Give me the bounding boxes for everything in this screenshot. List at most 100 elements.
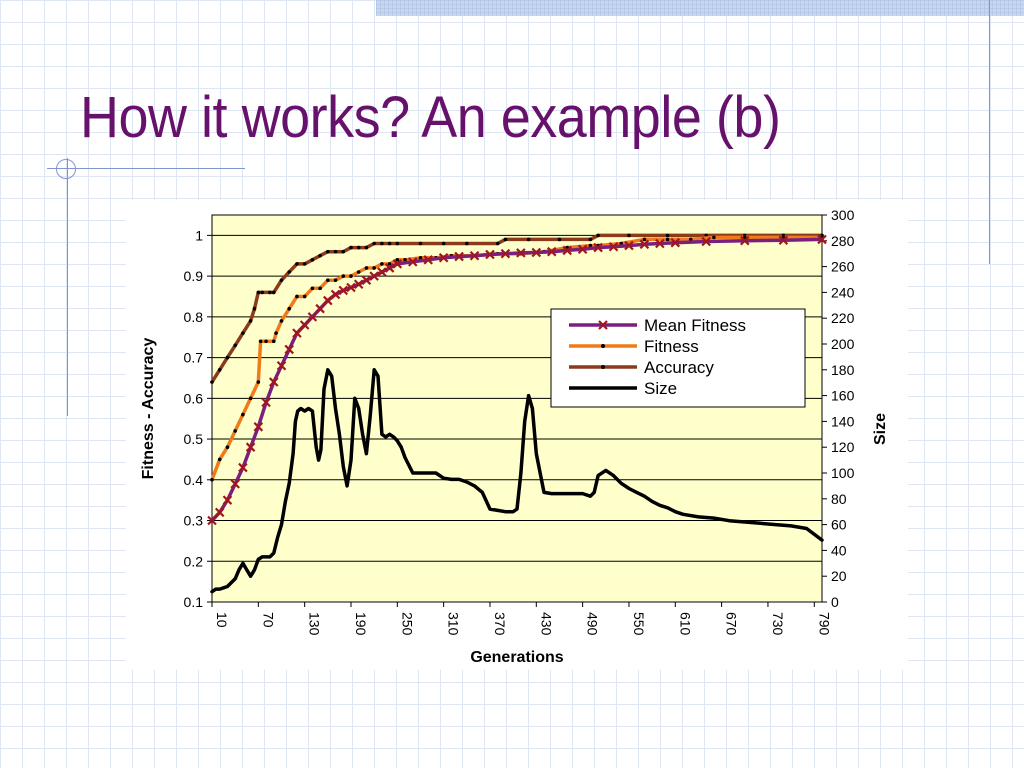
- data-point: [516, 248, 526, 258]
- legend-entry: Fitness: [569, 337, 699, 356]
- data-point: [593, 242, 603, 253]
- data-point: [403, 258, 407, 262]
- left-tick-label: 0.9: [184, 268, 204, 284]
- data-point: [238, 462, 248, 473]
- right-tick-label: 180: [831, 362, 855, 378]
- data-point: [454, 251, 464, 262]
- data-point: [214, 507, 225, 518]
- right-tick-label: 0: [831, 594, 839, 610]
- left-tick-label: 0.3: [184, 513, 204, 529]
- data-point: [333, 249, 338, 254]
- data-point: [241, 331, 245, 335]
- legend: Mean Fitness Fitness Accuracy Size: [550, 308, 806, 408]
- legend-entry: Accuracy: [569, 358, 714, 377]
- data-point: [349, 274, 353, 278]
- left-tick-label: 1: [195, 227, 203, 243]
- x-axis-title: Generations: [470, 649, 563, 666]
- data-point: [627, 233, 631, 238]
- data-point: [330, 289, 341, 300]
- data-point: [279, 278, 284, 282]
- data-point: [338, 285, 349, 296]
- chart: 0.10.20.30.40.50.60.70.80.91020406080100…: [140, 207, 889, 666]
- data-point: [372, 266, 376, 270]
- legend-label: Accuracy: [644, 358, 714, 377]
- data-point: [295, 294, 299, 299]
- right-tick-label: 60: [831, 517, 847, 533]
- data-point: [217, 457, 222, 462]
- legend-marker: [601, 344, 605, 348]
- data-point: [395, 241, 400, 246]
- legend-label: Fitness: [644, 337, 699, 356]
- data-point: [596, 233, 600, 238]
- x-tick-label: 550: [631, 612, 647, 636]
- data-point: [670, 237, 681, 248]
- data-point: [287, 270, 292, 274]
- data-point: [642, 237, 647, 242]
- right-tick-label: 240: [831, 284, 855, 300]
- right-tick-label: 260: [831, 259, 855, 275]
- data-point: [778, 235, 789, 246]
- data-point: [341, 274, 346, 278]
- data-point: [392, 259, 403, 269]
- data-point: [230, 479, 240, 489]
- data-point: [740, 235, 750, 246]
- x-tick-label: 310: [446, 612, 462, 636]
- x-tick-label: 370: [492, 612, 508, 636]
- data-point: [295, 262, 299, 266]
- x-tick-label: 790: [816, 612, 832, 636]
- data-point: [253, 422, 264, 432]
- right-tick-label: 300: [831, 207, 855, 223]
- data-point: [248, 319, 253, 323]
- data-point: [256, 290, 261, 295]
- right-tick-label: 20: [831, 568, 847, 584]
- right-tick-label: 120: [831, 439, 855, 455]
- x-tick-label: 490: [585, 612, 601, 636]
- data-point: [380, 262, 384, 266]
- right-tick-label: 80: [831, 491, 847, 507]
- x-tick-label: 190: [353, 612, 369, 636]
- data-point: [271, 339, 276, 344]
- data-point: [245, 442, 256, 452]
- right-tick-label: 40: [831, 542, 847, 558]
- data-point: [364, 245, 369, 250]
- data-point: [655, 238, 665, 249]
- data-point: [349, 245, 353, 250]
- data-point: [361, 275, 372, 285]
- data-point: [712, 235, 716, 240]
- data-point: [315, 303, 325, 314]
- right-tick-label: 220: [831, 310, 855, 326]
- data-point: [562, 245, 572, 256]
- legend-entry: Mean Fitness: [569, 316, 746, 335]
- data-point: [531, 247, 542, 258]
- data-point: [299, 320, 310, 330]
- data-point: [310, 258, 315, 262]
- data-point: [310, 286, 315, 291]
- top-decorative-band: [376, 0, 1024, 16]
- left-tick-label: 0.4: [184, 472, 204, 488]
- data-point: [356, 245, 361, 250]
- data-point: [279, 319, 284, 323]
- data-point: [307, 312, 318, 322]
- data-point: [500, 248, 511, 259]
- x-tick-label: 10: [214, 612, 230, 628]
- x-tick-label: 430: [538, 612, 554, 636]
- data-point: [241, 412, 245, 417]
- data-point: [217, 368, 222, 372]
- left-tick-label: 0.1: [184, 594, 204, 610]
- data-point: [817, 234, 827, 245]
- x-tick-label: 250: [399, 612, 415, 636]
- data-point: [364, 266, 369, 270]
- data-point: [318, 253, 322, 258]
- data-point: [271, 290, 276, 295]
- data-point: [323, 295, 333, 306]
- data-point: [260, 290, 264, 295]
- data-point: [222, 495, 233, 505]
- data-point: [441, 241, 446, 246]
- data-point: [418, 241, 423, 246]
- x-tick-label: 730: [770, 612, 786, 636]
- data-point: [465, 241, 469, 246]
- left-accent-line: [67, 158, 68, 416]
- data-point: [252, 306, 257, 311]
- data-point: [418, 255, 423, 260]
- data-point: [233, 429, 237, 433]
